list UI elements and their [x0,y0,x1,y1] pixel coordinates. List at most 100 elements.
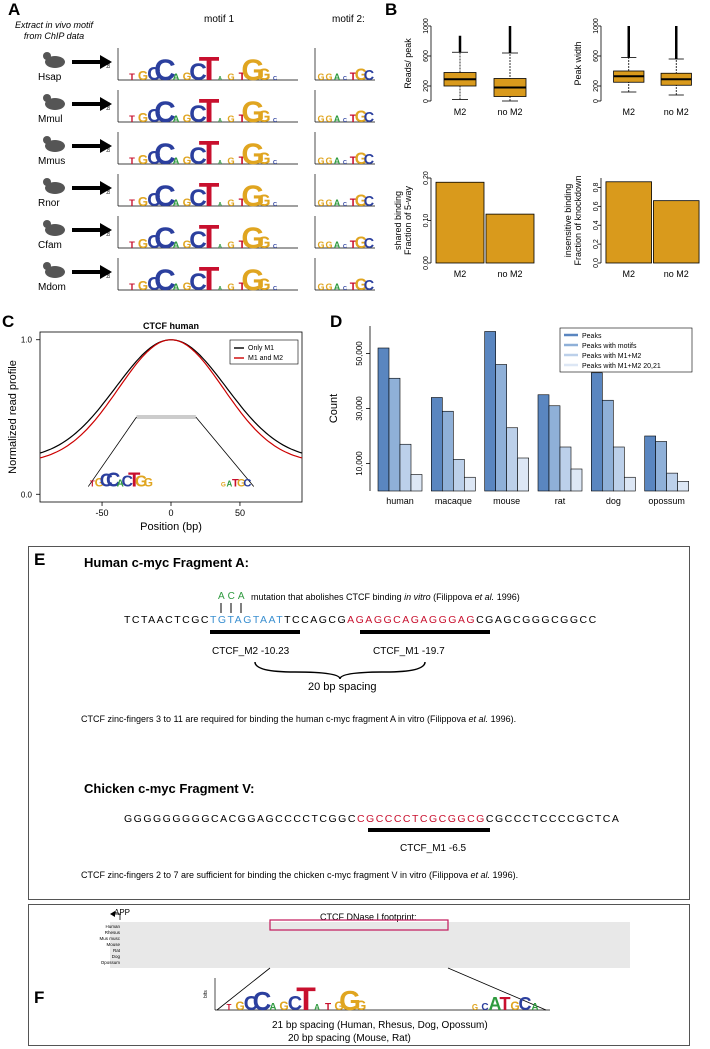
b-x-label: no M2 [497,269,522,279]
motif1-letter: T [199,134,220,172]
motif1-letter: G [241,180,264,213]
motif1-letter: A [218,76,222,82]
f-logo-letter: T [500,994,511,1014]
b-y-label: shared binding [393,191,403,250]
c-x-tick-label: 0 [168,508,173,518]
species-label-mmul: Mmul [38,114,63,125]
motif1-letter: C [189,59,207,86]
motif2-letter: C [343,286,347,292]
motif1-letter: A [218,118,222,124]
motif1-letter: G [138,278,148,293]
motif2-letter: G [325,198,332,208]
motif2-letter: G [325,114,332,124]
c-inset-letter: T [90,480,95,489]
motif1-letter: G [183,239,192,251]
d-bar [655,441,667,492]
motif1-title: motif 1 [204,14,235,25]
species-label-cfam: Cfam [38,240,62,251]
f-logo-letter: A [531,1002,538,1013]
f-bits-label: bits [203,990,209,998]
spacing-label: 20 bp spacing [308,681,377,693]
f-logo-letter: A [269,1002,276,1013]
motif2-letter: A [334,114,341,124]
motif1-letter: T [199,218,220,256]
f-logo-letter: C [519,994,532,1014]
mutation-ticks [220,603,242,613]
animal-icon-hsap [43,52,65,68]
motif1-letter: T [199,176,220,214]
motif1-letter: G [241,264,264,297]
motif1-letter: G [227,240,234,250]
d-y-tick-label: 50,000 [355,341,364,366]
c-legend-label: Only M1 [248,345,274,352]
motif1-letter: G [138,194,148,209]
motif1-bits-label: bits [106,228,112,236]
motif2-letter: C [364,152,374,168]
motif2-letter: A [334,198,341,208]
m1b-label: CTCF_M1 -6.5 [400,843,467,854]
motif1-letter: G [227,282,234,292]
m2-bar [210,630,300,634]
f-logo-letter: A [489,994,502,1014]
alignment-species: Human [105,924,120,929]
motif2-letter: T [350,155,357,167]
motif1-letter: T [199,260,220,298]
b-bar [605,181,652,264]
motif1-letter: G [257,149,270,168]
motif2-letter: C [364,194,374,210]
c-inset-letter: A [227,480,233,489]
c-inset-letter: C [100,471,113,491]
panel-a-intro-line1: Extract in vivo motif [14,20,94,30]
d-bar [666,472,678,492]
fragment-v-title: Chicken c-myc Fragment V: [84,781,255,796]
d-legend-label: Peaks with M1+M2 [582,353,641,360]
motif1-letter: G [227,198,234,208]
panel-a-label: A [8,0,21,19]
d-x-label: rat [555,496,566,506]
arrow-head [100,139,112,153]
c-legend-label: M1 and M2 [248,355,283,362]
c-inset-letter: G [135,474,147,491]
d-bar [624,476,636,492]
b-y-tick-label: 0 [423,99,430,103]
d-bar [613,446,625,492]
seq1-m2: TGTAGTAAT [209,614,285,626]
d-x-label: mouse [493,496,520,506]
seq1-m1: AGAGGCAGAGGGAG [347,614,477,626]
motif1-letter: G [257,191,270,210]
mutation-note-ref: (Filippova [433,592,473,602]
b-x-label: M2 [454,269,467,279]
animal-body [45,182,65,194]
panel-c-figure: CTCF human -50 0 50 0.0 1.0 Position (bp) Norma… [7,321,303,533]
b-y-tick-label: 1000 [423,18,430,34]
panel-c-label: C [2,312,15,331]
motif2-letter: A [334,72,341,82]
motif1-letter: C [147,273,161,294]
fragment-a-sequence: TCTAACTCGCTGTAGTAATTCCAGCGAGAGGCAGAGGGAG… [124,614,598,626]
motif2-letter: G [355,192,368,210]
d-bar [677,481,689,492]
c-x-label: Position (bp) [140,521,202,533]
d-x-label: macaque [435,496,472,506]
motif1-letter: C [189,185,207,212]
animal-icon-mdom [43,262,65,278]
motif1-letter: C [154,138,176,171]
f-logo-letter: A [314,1003,320,1012]
motif1-bits-label: bits [106,102,112,110]
panel-f-label: F [34,988,45,1007]
c-inset-letter: C [121,474,133,491]
motif1-letter: G [257,107,270,126]
motif1-letter: T [129,282,135,292]
motif1-letter: C [273,76,277,82]
motif1-letter: T [239,113,246,125]
d-y-tick-label: 10,000 [355,451,364,476]
b-x-label: M2 [454,107,467,117]
f-logo-letter: C [253,986,272,1016]
c-inset-letter: A [117,479,124,490]
c-inset-letter: T [232,478,239,490]
f-logo-letter: G [472,1003,478,1012]
d-bar [410,474,423,492]
d-bar [442,410,454,492]
motif1-letter: G [183,113,192,125]
motif1-letter: A [173,240,180,250]
